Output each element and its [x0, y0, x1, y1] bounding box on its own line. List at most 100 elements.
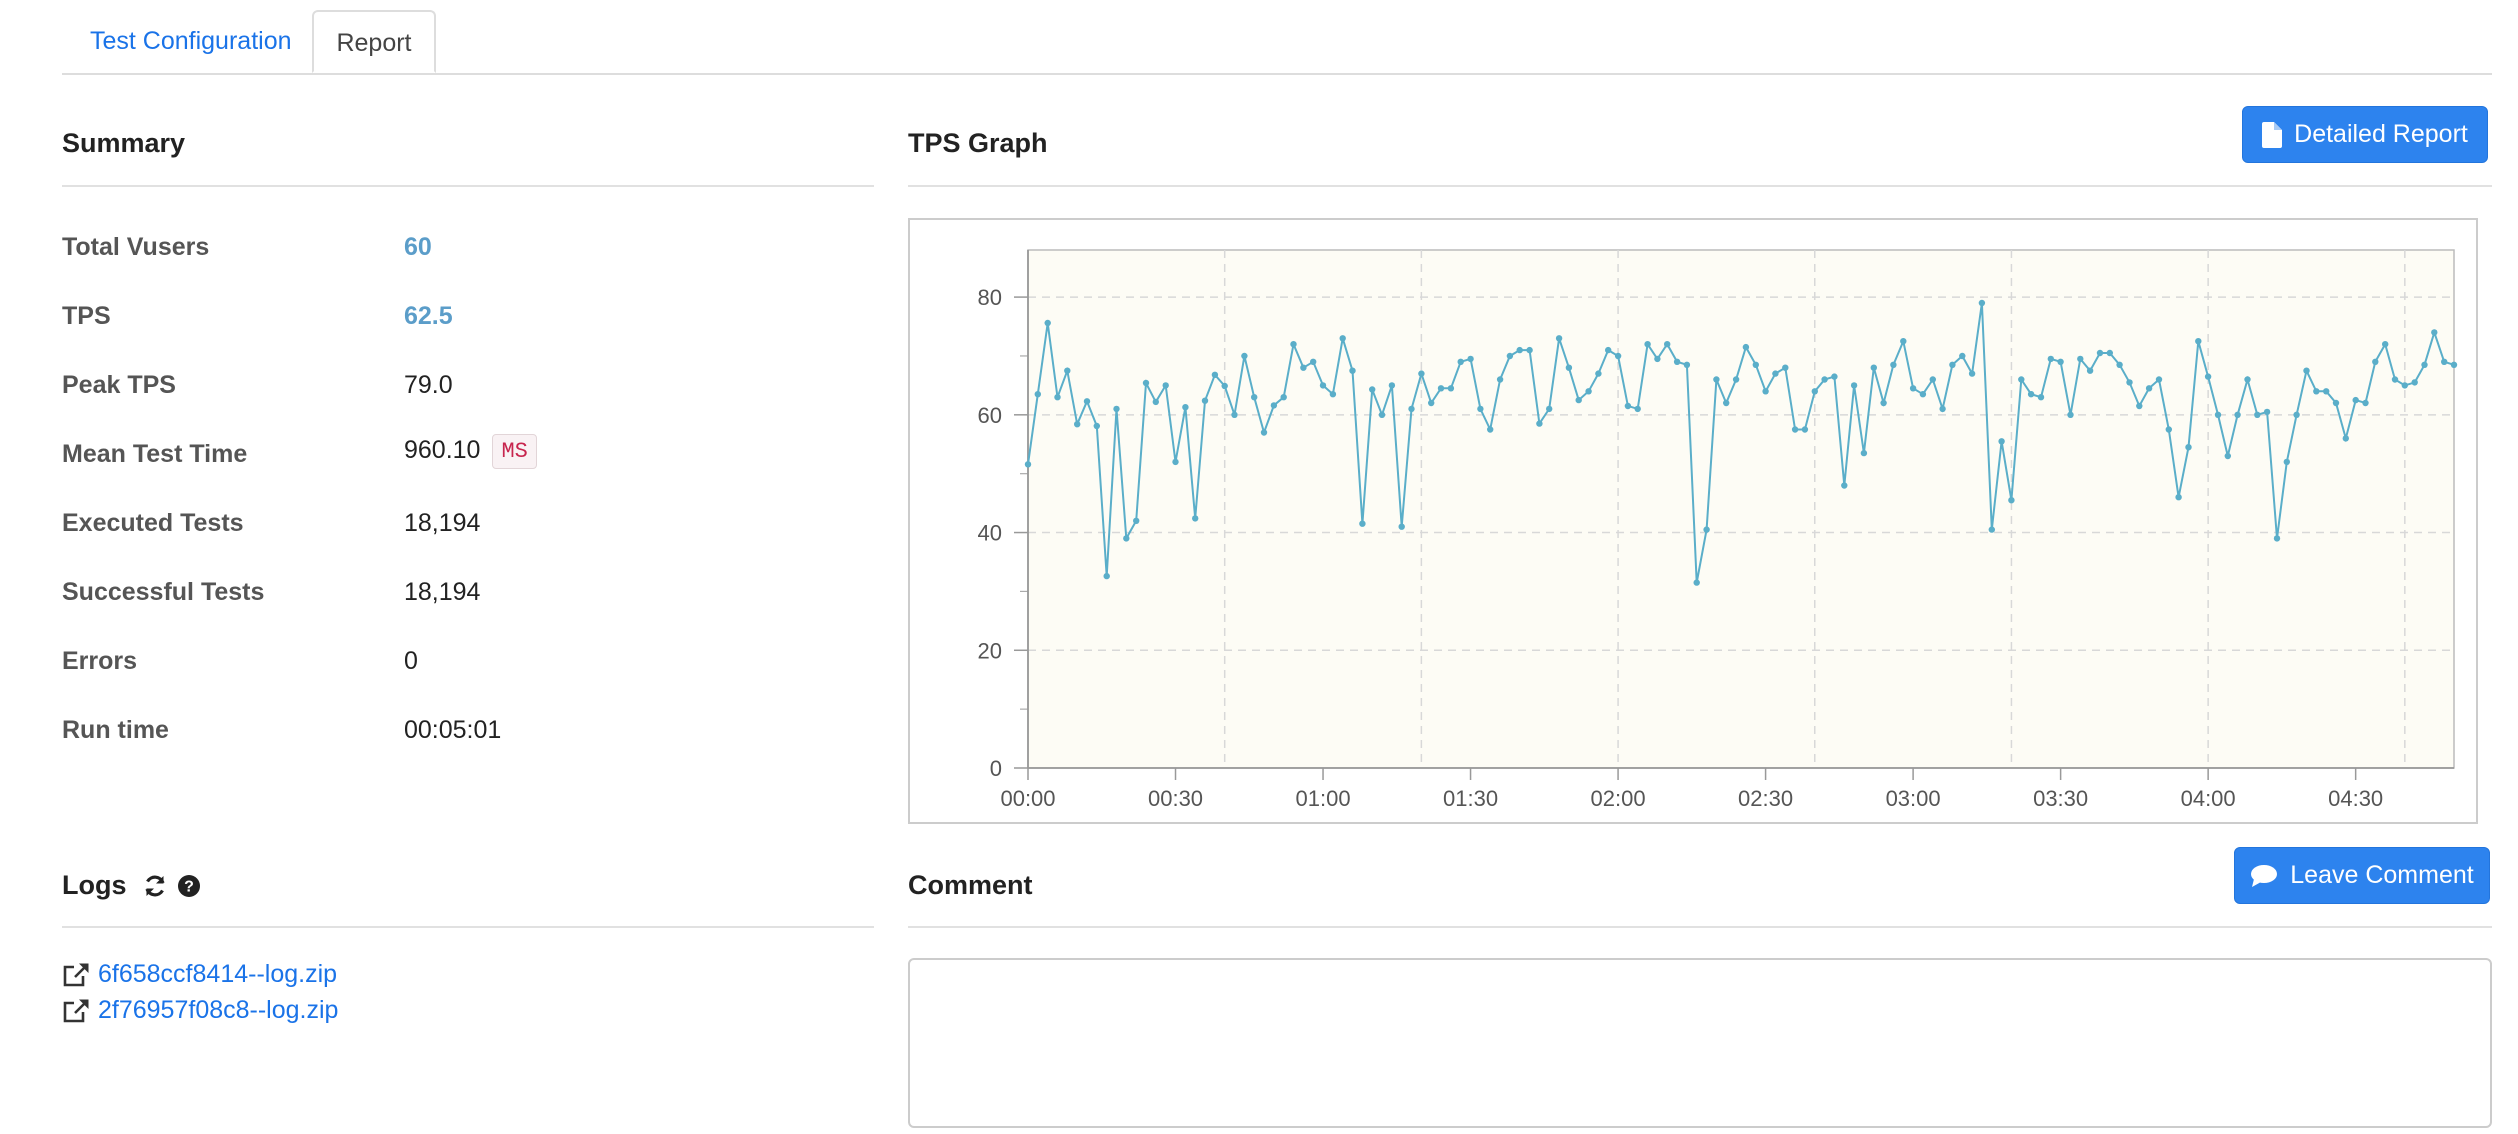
tps-data-point — [1634, 405, 1641, 413]
tps-data-point — [2234, 411, 2241, 418]
summary-label: Peak TPS — [62, 371, 176, 399]
tps-data-point — [2204, 373, 2212, 380]
summary-row-total-vusers: Total Vusers 60 — [62, 233, 862, 273]
summary-label: Mean Test Time — [62, 440, 248, 468]
tps-data-point — [1968, 370, 1976, 377]
tps-data-point — [1388, 382, 1396, 389]
run-time-value: 00:05:01 — [404, 716, 502, 744]
logs-title: Logs — [62, 870, 127, 900]
detailed-report-label: Detailed Report — [2294, 120, 2468, 148]
tps-data-point — [1437, 385, 1445, 392]
tps-data-point — [2086, 367, 2094, 374]
tps-data-point — [2018, 376, 2025, 383]
tps-data-point — [1732, 376, 1740, 383]
tps-value[interactable]: 62.5 — [404, 302, 453, 330]
help-icon[interactable]: ? — [177, 874, 201, 898]
tps-chart: 0 20 40 60 80 00:00 00:30 01:00 01:30 02:00 02:30 0… — [908, 218, 2478, 824]
tps-data-point — [2027, 391, 2035, 398]
tps-data-point — [1378, 411, 1386, 418]
tps-data-point — [1870, 364, 1877, 371]
log-file-name[interactable]: 2f76957f08c8--log.zip — [98, 996, 339, 1024]
summary-title: Summary — [62, 128, 186, 158]
tps-data-point — [2273, 535, 2281, 542]
tps-data-point — [1054, 394, 1061, 401]
tps-data-point — [2352, 396, 2359, 404]
tps-data-point — [2185, 444, 2192, 451]
refresh-icon[interactable] — [143, 874, 167, 898]
tps-data-point — [1909, 385, 1917, 392]
tps-data-point — [1841, 482, 1848, 489]
tps-data-point — [1575, 396, 1582, 404]
comment-title: Comment — [908, 870, 1033, 900]
summary-row-mean-test-time: Mean Test Time 960.10 MS — [62, 434, 862, 480]
tps-data-point — [1919, 391, 1927, 398]
tps-data-point — [1880, 399, 1887, 407]
tps-data-point — [1546, 405, 1553, 413]
tps-data-point — [2214, 411, 2222, 418]
log-file-link[interactable]: 2f76957f08c8--log.zip — [62, 996, 338, 1025]
mean-test-time-value-wrap: 960.10 MS — [404, 434, 537, 469]
tps-data-point — [1654, 355, 1661, 363]
tps-data-point — [1418, 370, 1425, 377]
tps-data-point — [2313, 388, 2320, 395]
tps-data-point — [1713, 376, 1720, 383]
tps-data-point — [1664, 341, 1671, 348]
external-link-icon — [62, 998, 90, 1024]
tps-data-point — [1939, 405, 1946, 413]
x-tick-label: 00:00 — [1000, 786, 1055, 811]
logs-divider — [62, 926, 874, 928]
tps-data-point — [2145, 385, 2153, 392]
tps-data-point — [1791, 426, 1799, 433]
tps-data-point — [1673, 358, 1681, 365]
tps-data-point — [2116, 361, 2123, 368]
tab-test-configuration[interactable]: Test Configuration — [90, 27, 292, 55]
tps-data-point — [1467, 355, 1474, 363]
tps-data-point — [1231, 411, 1238, 418]
tps-data-point — [1693, 579, 1700, 586]
tps-data-point — [1821, 376, 1828, 383]
tps-data-point — [2008, 497, 2015, 504]
tps-data-point — [1290, 341, 1297, 348]
comment-textarea[interactable] — [908, 958, 2492, 1128]
tps-data-point — [2126, 379, 2133, 386]
total-vusers-value[interactable]: 60 — [404, 233, 432, 261]
tps-data-point — [2303, 367, 2310, 374]
summary-label: Errors — [62, 647, 138, 675]
tps-data-point — [2441, 358, 2448, 365]
logs-header: Logs ? — [62, 870, 201, 901]
summary-label: TPS — [62, 302, 111, 330]
tps-data-point — [1310, 358, 1317, 365]
peak-tps-value: 79.0 — [404, 371, 453, 399]
x-tick-label: 01:00 — [1296, 786, 1351, 811]
tps-data-point — [1329, 391, 1337, 398]
tps-series-line — [1027, 302, 2455, 583]
tps-data-point — [1201, 397, 1209, 404]
log-file-link[interactable]: 6f658ccf8414--log.zip — [62, 960, 337, 989]
unit-badge: MS — [492, 434, 537, 469]
tps-data-point — [1083, 398, 1091, 405]
y-tick-label: 40 — [978, 521, 1002, 546]
tps-data-point — [1998, 438, 2005, 445]
tab-report[interactable]: Report — [312, 10, 436, 73]
summary-label: Run time — [62, 716, 169, 744]
x-tick-label: 02:00 — [1591, 786, 1646, 811]
leave-comment-button[interactable]: Leave Comment — [2234, 847, 2490, 904]
y-tick-label: 20 — [978, 638, 1002, 663]
tps-data-point — [1319, 382, 1327, 389]
log-file-name[interactable]: 6f658ccf8414--log.zip — [98, 960, 338, 988]
tps-data-point — [1585, 388, 1592, 395]
tps-data-point — [2391, 376, 2399, 383]
tps-data-point — [1487, 426, 1494, 433]
summary-row-peak-tps: Peak TPS 79.0 — [62, 371, 862, 411]
tps-data-point — [1142, 379, 1150, 387]
tps-data-point — [2421, 361, 2428, 368]
x-tick-label: 01:30 — [1443, 786, 1498, 811]
detailed-report-button[interactable]: Detailed Report — [2242, 106, 2488, 163]
tps-data-point — [2077, 355, 2084, 363]
tps-data-point — [2431, 329, 2438, 336]
tps-data-point — [2342, 435, 2349, 442]
tps-data-point — [2106, 349, 2113, 357]
tps-data-point — [1703, 526, 1710, 533]
tps-data-point — [2263, 408, 2271, 416]
tps-data-point — [2293, 411, 2300, 418]
